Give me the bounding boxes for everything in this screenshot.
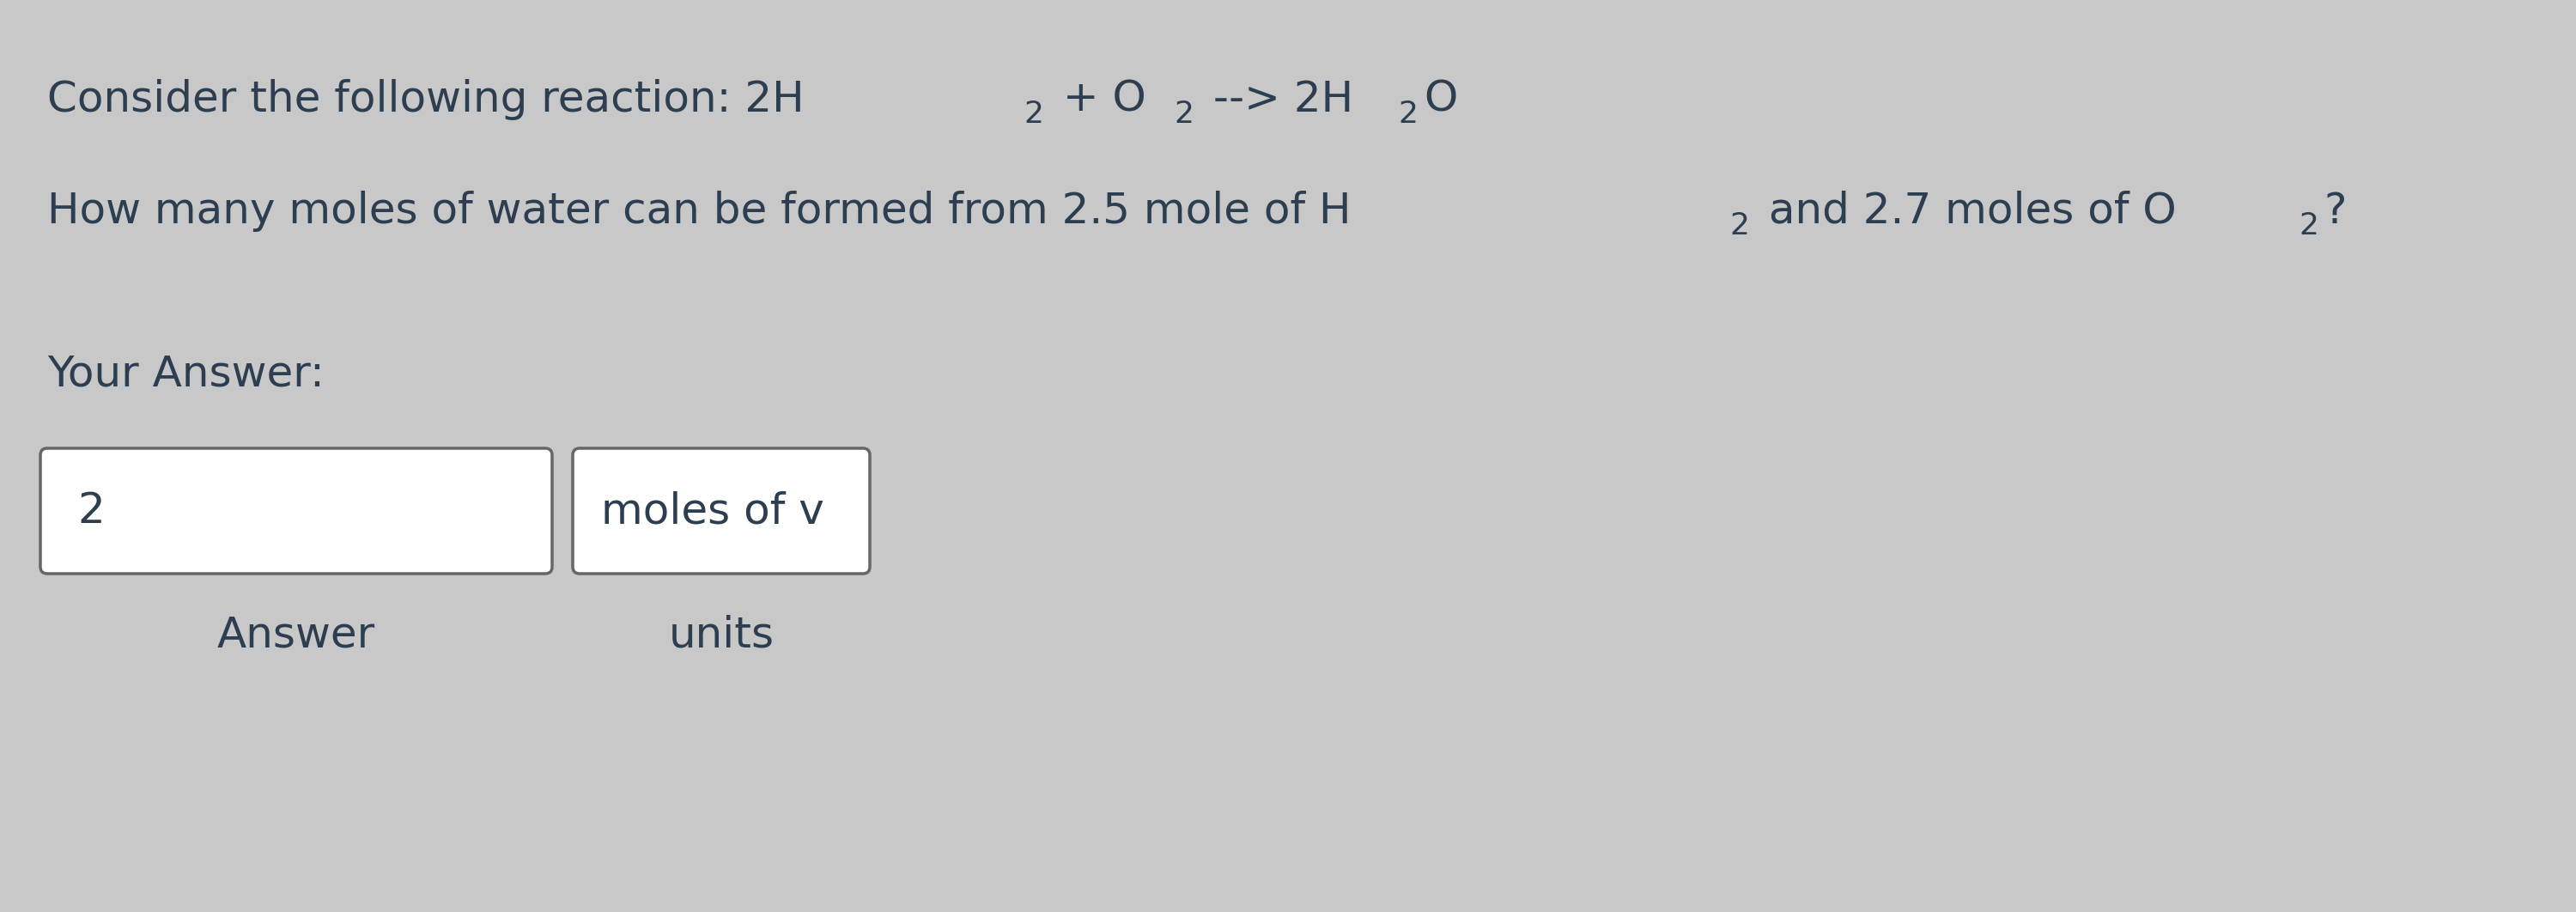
- Text: 2: 2: [2298, 211, 2318, 240]
- Text: 2: 2: [1025, 99, 1043, 129]
- Text: 2: 2: [1399, 99, 1419, 129]
- Text: How many moles of water can be formed from 2.5 mole of H: How many moles of water can be formed fr…: [46, 191, 1350, 232]
- Text: units: units: [667, 614, 775, 655]
- Text: Your Answer:: Your Answer:: [46, 354, 325, 395]
- FancyBboxPatch shape: [41, 449, 551, 574]
- Text: and 2.7 moles of O: and 2.7 moles of O: [1754, 191, 2177, 232]
- Text: Consider the following reaction: 2H: Consider the following reaction: 2H: [46, 79, 804, 120]
- Text: O: O: [1425, 79, 1458, 120]
- Text: Answer: Answer: [216, 614, 376, 655]
- Text: ?: ?: [2324, 191, 2347, 232]
- Text: 2: 2: [1728, 211, 1749, 240]
- Text: moles of v: moles of v: [600, 491, 824, 532]
- FancyBboxPatch shape: [572, 449, 871, 574]
- Text: --> 2H: --> 2H: [1200, 79, 1355, 120]
- Text: + O: + O: [1048, 79, 1146, 120]
- Text: 2: 2: [77, 491, 106, 532]
- Text: 2: 2: [1175, 99, 1195, 129]
